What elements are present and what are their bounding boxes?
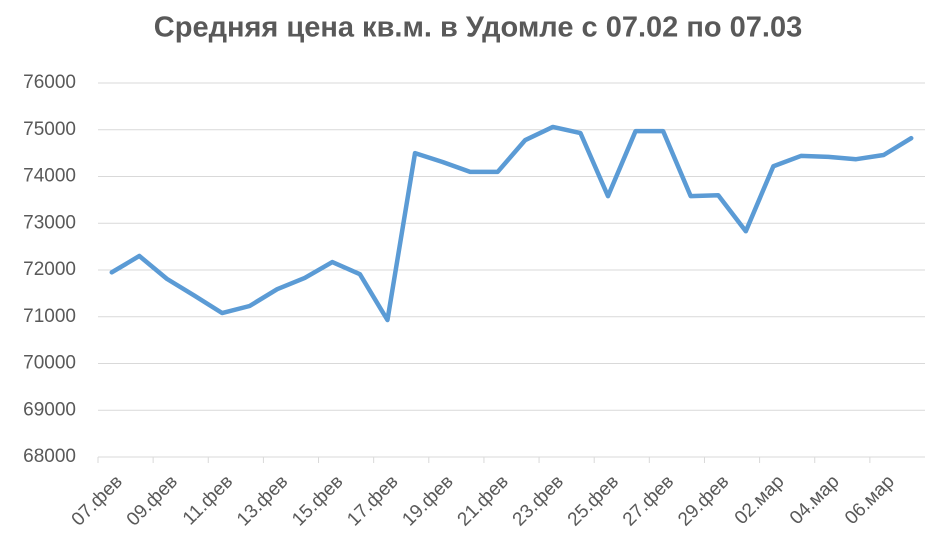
x-tick-label: 21.фев (454, 471, 513, 530)
x-tick-label: 11.фев (179, 471, 237, 529)
x-tick-label: 02.мар (731, 471, 789, 529)
x-tick-label: 25.фев (564, 471, 623, 530)
x-tick-label: 15.фев (288, 471, 347, 530)
x-tick-label: 17.фев (343, 471, 402, 530)
y-tick-label: 76000 (23, 72, 76, 93)
x-tick-label: 06.мар (841, 471, 899, 529)
x-tick-label: 04.мар (786, 471, 844, 529)
x-tick-label: 23.фев (509, 471, 568, 530)
y-tick-label: 69000 (23, 399, 76, 420)
x-tick-label: 13.фев (233, 471, 292, 530)
y-tick-label: 75000 (23, 119, 76, 140)
y-tick-label: 74000 (23, 166, 76, 187)
y-tick-label: 68000 (23, 446, 76, 467)
y-tick-label: 71000 (23, 306, 76, 327)
x-tick-label: 29.фев (674, 471, 733, 530)
y-tick-label: 72000 (23, 259, 76, 280)
x-tick-label: 27.фев (619, 471, 678, 530)
chart-title: Средняя цена кв.м. в Удомле с 07.02 по 0… (154, 12, 802, 44)
y-tick-label: 73000 (23, 212, 76, 233)
y-tick-label: 70000 (23, 353, 76, 374)
x-tick-label: 09.фев (123, 471, 182, 530)
x-tick-label: 19.фев (398, 471, 457, 530)
line-series (109, 124, 914, 323)
x-tick-label: 07.фев (68, 471, 127, 530)
